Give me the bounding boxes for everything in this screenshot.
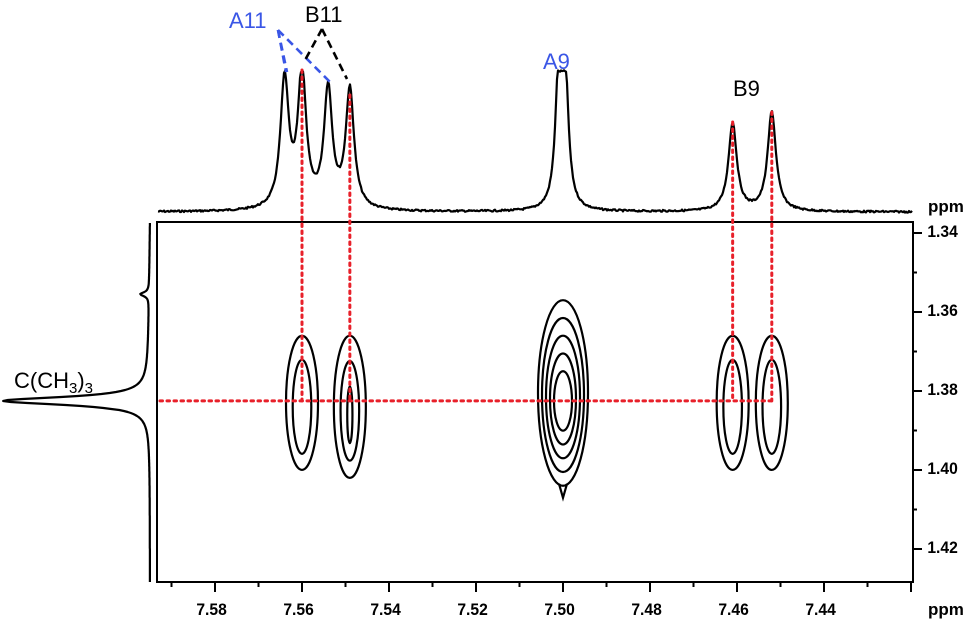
y-tick-label: 1.34: [927, 222, 958, 241]
label-tert-butyl-mid: ): [77, 368, 85, 393]
label-b9: B9: [733, 76, 760, 101]
label-tert-butyl: C(CH3)3: [14, 368, 94, 397]
label-a11: A11: [229, 8, 267, 33]
assignment-lines-a11: [276, 29, 331, 83]
x-tick-label: 7.52: [457, 600, 488, 619]
x-tick-label: 7.48: [631, 600, 662, 619]
y-axis-ticks: [913, 232, 922, 550]
cross-peak-contours: [284, 299, 789, 502]
label-a9: A9: [543, 49, 570, 74]
label-tert-butyl-sub2: 3: [84, 380, 94, 397]
x-tick-label: 7.54: [370, 600, 401, 619]
top-projection-spectrum: [157, 69, 913, 214]
y-tick-label: 1.40: [927, 459, 958, 478]
x-tick-label: 7.50: [544, 600, 575, 619]
y-axis-unit: ppm: [928, 197, 964, 216]
y-tick-label: 1.36: [927, 301, 958, 320]
x-axis-ticks: [170, 582, 912, 592]
red-dotted-guides: [158, 68, 774, 403]
label-tert-butyl-sub1: 3: [69, 380, 78, 397]
y-tick-label: 1.42: [927, 538, 958, 557]
plot-frame: [156, 221, 914, 583]
left-projection-spectrum: [2, 222, 151, 583]
label-b11: B11: [305, 2, 343, 27]
x-tick-label: 7.56: [283, 600, 314, 619]
y-tick-label: 1.38: [927, 380, 958, 399]
x-tick-label: 7.44: [805, 600, 836, 619]
label-tert-butyl-main: C(CH: [14, 368, 69, 393]
x-tick-label: 7.58: [196, 600, 227, 619]
assignment-lines-b11: [302, 28, 349, 80]
x-axis-unit: ppm: [928, 600, 964, 619]
x-tick-label: 7.46: [718, 600, 749, 619]
